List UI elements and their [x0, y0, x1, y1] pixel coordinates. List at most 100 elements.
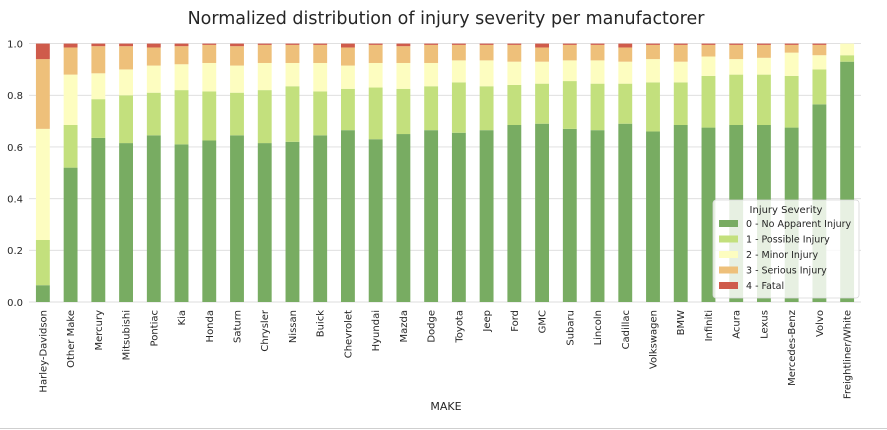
y-tick-label: 0.4 — [7, 194, 23, 205]
legend-swatch — [719, 266, 738, 274]
bar-segment — [590, 130, 605, 302]
bar-segment — [590, 43, 605, 45]
bar-segment — [63, 47, 78, 75]
bar-segment — [230, 135, 244, 302]
y-tick-label: 0.0 — [7, 298, 23, 309]
x-tick-label: Dodge — [427, 310, 438, 343]
bar-segment — [757, 44, 771, 58]
bar-segment — [701, 44, 716, 57]
bar-segment — [35, 239, 50, 286]
x-tick-label: BMW — [676, 310, 687, 335]
bar-segment — [507, 44, 522, 62]
bar-segment — [673, 43, 688, 45]
x-tick-label: Pontiac — [149, 310, 160, 346]
bar-segment — [673, 124, 688, 302]
bar-segment — [701, 75, 716, 128]
bar-segment — [424, 43, 439, 45]
bar-segment — [784, 52, 799, 76]
bar-segment — [535, 83, 549, 124]
x-tick-label: Honda — [205, 310, 216, 342]
bar-segment — [396, 134, 411, 302]
bar-segment — [784, 44, 799, 53]
x-tick-label: Subaru — [565, 310, 576, 346]
bar-segment — [202, 91, 217, 141]
x-tick-label: Jeep — [482, 310, 493, 333]
bar-segment — [313, 135, 328, 302]
bar-segment — [146, 92, 161, 136]
bar-segment — [146, 65, 161, 93]
bar-segment — [313, 43, 328, 45]
bar-segment — [202, 140, 217, 302]
x-tick-label: Harley-Davidson — [38, 310, 49, 393]
bar-segment — [35, 128, 50, 240]
bar-segment — [285, 43, 300, 45]
bar-segment — [729, 44, 744, 60]
x-tick-label: Saturn — [233, 310, 244, 343]
bar-segment — [562, 81, 577, 129]
bar-segment — [91, 43, 106, 47]
legend-label: 3 - Serious Injury — [746, 266, 827, 277]
bar-segment — [257, 43, 272, 45]
bar-segment — [146, 135, 161, 302]
legend-swatch — [719, 235, 738, 243]
bar-segment — [840, 43, 855, 56]
bar-segment — [285, 62, 300, 87]
bar-segment — [35, 285, 50, 302]
bar-segment — [313, 91, 328, 136]
x-tick-label: Lexus — [759, 310, 770, 339]
bar-segment — [257, 90, 272, 144]
legend-swatch — [719, 282, 738, 289]
bar-segment — [784, 43, 799, 45]
bar-segment — [646, 59, 660, 83]
bar-segment — [729, 74, 744, 125]
bar-segment — [368, 87, 383, 140]
x-tick-label: Volvo — [815, 310, 826, 337]
bar-segment — [368, 44, 383, 63]
bar-segment — [562, 60, 577, 82]
bar-segment — [646, 82, 660, 132]
bar-segment — [257, 62, 272, 91]
bar-segment — [729, 43, 744, 45]
x-tick-label: Infiniti — [704, 310, 715, 341]
bar-segment — [507, 84, 522, 125]
bar-segment — [451, 82, 466, 133]
x-tick-label: Mitsubishi — [122, 310, 133, 360]
grid — [29, 43, 861, 303]
x-tick-label: Buick — [316, 310, 327, 337]
y-tick-label: 0.2 — [7, 246, 23, 257]
bar-segment — [341, 65, 355, 89]
x-tick-label: Chrysler — [260, 309, 271, 351]
bar-segment — [646, 44, 660, 60]
bar-segment — [341, 47, 355, 66]
bar-segment — [313, 44, 328, 63]
bar-segment — [479, 43, 494, 45]
bar-segment — [590, 44, 605, 61]
bar-segment — [230, 92, 244, 136]
bar-segment — [146, 43, 161, 48]
x-tick-label: Mercury — [94, 310, 105, 351]
bar-segment — [590, 83, 605, 131]
legend-label: 4 - Fatal — [746, 281, 784, 292]
bar-segment — [618, 47, 633, 62]
bar-segment — [757, 57, 771, 75]
bar-segment — [590, 60, 605, 84]
bar-segment — [35, 43, 50, 60]
x-tick-label: Nissan — [288, 310, 299, 343]
x-tick-label: Volkswagen — [649, 310, 660, 369]
bar-segment — [812, 69, 827, 105]
bottom-divider — [0, 428, 887, 429]
x-tick-label: Lincoln — [593, 310, 604, 345]
x-tick-label: Acura — [732, 310, 743, 339]
bar-segment — [424, 62, 439, 87]
bar-segment — [618, 61, 633, 84]
bar-segment — [396, 62, 411, 89]
y-tick-label: 1.0 — [7, 39, 23, 50]
bar-segment — [341, 88, 355, 131]
y-tick-label: 0.6 — [7, 143, 23, 154]
bar-segment — [424, 44, 439, 63]
bar-segment — [701, 43, 716, 45]
bar-segment — [119, 46, 133, 70]
x-tick-label: Other Make — [66, 310, 77, 368]
bar-segment — [119, 95, 133, 144]
